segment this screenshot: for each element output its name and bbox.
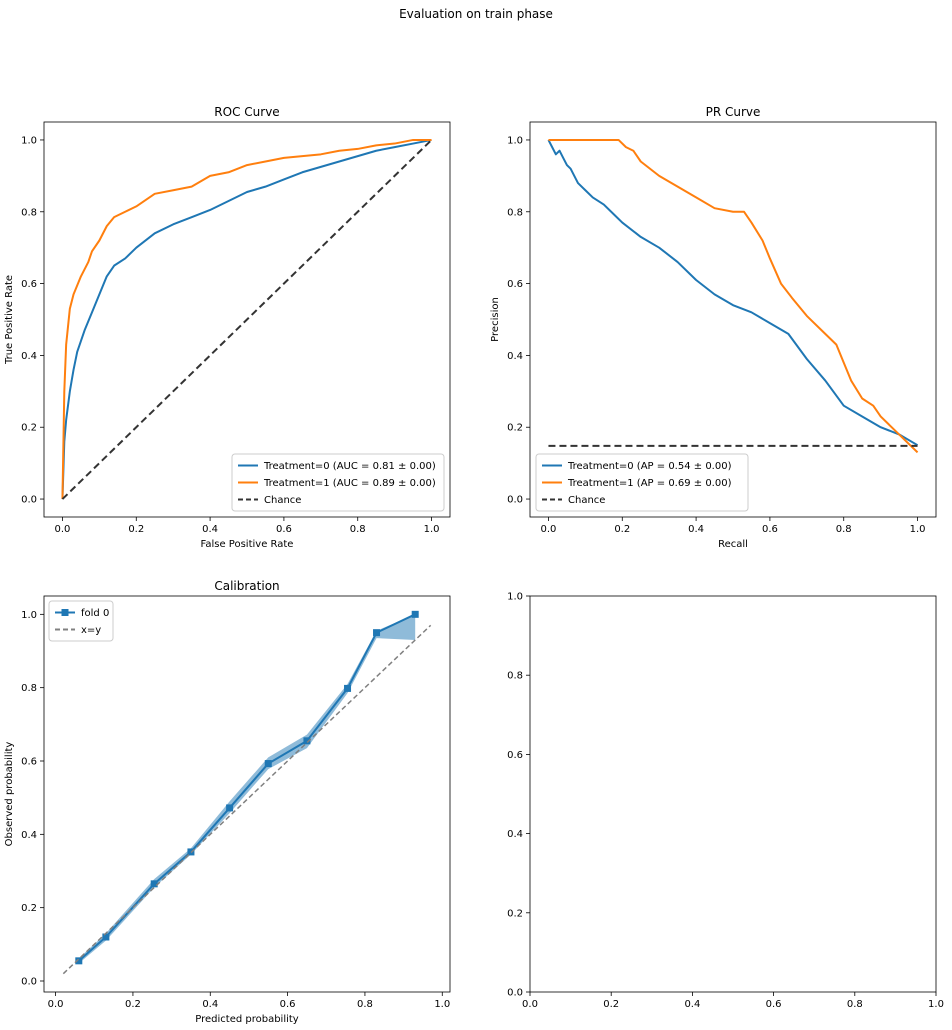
roc-ytick-label: 1.0 (21, 135, 37, 146)
pr-xtick-label: 0.8 (836, 524, 852, 535)
roc-ytick-label: 0.4 (21, 351, 37, 362)
calibration-xtick-label: 0.4 (202, 999, 218, 1010)
calibration-series-fold-point (303, 737, 311, 745)
calibration-xtick-label: 0.6 (280, 999, 296, 1010)
empty-xtick-label: 0.2 (603, 999, 619, 1010)
pr-xlabel: Recall (718, 539, 748, 550)
calibration-legend-label: x=y (81, 625, 101, 636)
calibration-xlabel: Predicted probability (195, 1014, 299, 1025)
roc-xtick-label: 0.0 (55, 524, 71, 535)
pr-plot-area (547, 138, 919, 454)
roc-ytick-label: 0.0 (21, 495, 37, 506)
empty-ytick-label: 0.8 (507, 671, 523, 682)
pr-legend-label: Treatment=0 (AP = 0.54 ± 0.00) (567, 461, 732, 472)
empty-xtick-label: 0.8 (847, 999, 863, 1010)
calibration-series-fold-point (373, 629, 381, 637)
calibration-xtick-label: 0.0 (48, 999, 64, 1010)
empty-ytick-label: 1.0 (507, 592, 523, 603)
calibration-xtick-label: 0.8 (357, 999, 373, 1010)
empty-xtick-label: 0.0 (522, 999, 538, 1010)
figure-title: Evaluation on train phase (399, 7, 553, 21)
roc-legend-label: Treatment=1 (AUC = 0.89 ± 0.00) (263, 478, 436, 489)
calibration-series-fold-point (344, 684, 352, 692)
roc-xtick-label: 0.8 (350, 524, 366, 535)
calibration-series-fold-point (75, 957, 83, 965)
pr-ytick-label: 0.6 (507, 279, 523, 290)
calibration-ytick-label: 0.0 (21, 977, 37, 988)
pr-xtick-label: 1.0 (910, 524, 926, 535)
pr-legend-label: Chance (568, 495, 605, 506)
empty-xtick-label: 0.4 (684, 999, 700, 1010)
calibration-legend: fold 0 x=y (48, 600, 114, 642)
pr-ylabel: Precision (490, 297, 501, 342)
pr-xtick-label: 0.6 (762, 524, 778, 535)
roc-title: ROC Curve (214, 105, 279, 119)
roc-xtick-label: 0.6 (276, 524, 292, 535)
pr-legend-box (535, 453, 749, 512)
empty-xtick-label: 0.6 (766, 999, 782, 1010)
calibration-series-fold-point (226, 804, 234, 812)
pr-axes-frame (529, 121, 937, 518)
roc-legend-label: Chance (264, 495, 301, 506)
calibration-legend-marker (61, 609, 69, 616)
calibration-ytick-label: 0.2 (21, 903, 37, 914)
empty-ytick-label: 0.0 (507, 988, 523, 999)
roc-plot-area (61, 138, 433, 500)
pr-ytick-label: 0.0 (507, 495, 523, 506)
roc-xlabel: False Positive Rate (201, 539, 294, 550)
pr-series-Treatment1-line (548, 138, 919, 454)
roc-series-Treatment1-line (61, 138, 432, 500)
empty-axes-frame (529, 595, 937, 993)
roc-legend-box (231, 453, 445, 512)
pr-title: PR Curve (706, 105, 761, 119)
roc-chart: 0.0 0.2 0.4 0.6 0.8 1.0 0.0 0.2 0.4 0.6 0.8 1.0 ROC … (4, 105, 451, 550)
roc-xtick-label: 0.2 (128, 524, 144, 535)
empty-ytick-label: 0.4 (507, 829, 523, 840)
calibration-ytick-label: 0.6 (21, 757, 37, 768)
roc-ylabel: True Positive Rate (4, 275, 15, 365)
pr-ytick-label: 0.8 (507, 207, 523, 218)
empty-xtick-label: 1.0 (928, 999, 944, 1010)
calibration-series-fold-point (264, 760, 272, 768)
calibration-legend-label: fold 0 (81, 608, 109, 619)
calibration-chart: 0.0 0.2 0.4 0.6 0.8 1.0 0.0 0.2 0.4 0.6 0.8 1.0 Cali… (4, 579, 451, 1025)
roc-legend: Treatment=0 (AUC = 0.81 ± 0.00) Treatment… (231, 453, 445, 512)
empty-ytick-label: 0.6 (507, 750, 523, 761)
calibration-ytick-label: 1.0 (21, 610, 37, 621)
empty-chart: 0.0 0.2 0.4 0.6 0.8 1.0 0.0 0.2 0.4 0.6 0.8 1.0 (507, 592, 944, 1011)
pr-ytick-label: 1.0 (507, 135, 523, 146)
pr-xtick-label: 0.4 (688, 524, 704, 535)
calibration-xtick-label: 0.2 (125, 999, 141, 1010)
roc-series-Treatment0-line (61, 138, 432, 500)
roc-xtick-label: 0.4 (202, 524, 218, 535)
calibration-xtick-label: 1.0 (434, 999, 450, 1010)
pr-legend: Treatment=0 (AP = 0.54 ± 0.00) Treatment=… (535, 453, 749, 512)
pr-ytick-label: 0.2 (507, 423, 523, 434)
pr-ytick-label: 0.4 (507, 351, 523, 362)
roc-xtick-label: 1.0 (424, 524, 440, 535)
calibration-axes-frame (43, 595, 451, 993)
calibration-ylabel: Observed probability (4, 742, 15, 847)
calibration-series-fold-point (102, 933, 110, 941)
pr-legend-label: Treatment=1 (AP = 0.69 ± 0.00) (567, 478, 732, 489)
calibration-plot-area (62, 610, 432, 975)
calibration-series-fold-point (150, 880, 158, 888)
pr-series-Treatment0-line (547, 139, 919, 447)
roc-series-Chance-line (61, 139, 433, 500)
calibration-series-xy-line (62, 624, 432, 975)
calibration-ytick-label: 0.4 (21, 830, 37, 841)
calibration-ytick-label: 0.8 (21, 683, 37, 694)
roc-ytick-label: 0.6 (21, 279, 37, 290)
roc-ytick-label: 0.2 (21, 423, 37, 434)
pr-chart: 0.0 0.2 0.4 0.6 0.8 1.0 0.0 0.2 0.4 0.6 0.8 1.0 PR C… (490, 105, 937, 550)
pr-xtick-label: 0.2 (614, 524, 630, 535)
calibration-title: Calibration (214, 579, 279, 593)
empty-ytick-label: 0.2 (507, 908, 523, 919)
calibration-series-fold-point (411, 610, 419, 618)
roc-legend-label: Treatment=0 (AUC = 0.81 ± 0.00) (263, 461, 436, 472)
roc-ytick-label: 0.8 (21, 207, 37, 218)
pr-xtick-label: 0.0 (541, 524, 557, 535)
